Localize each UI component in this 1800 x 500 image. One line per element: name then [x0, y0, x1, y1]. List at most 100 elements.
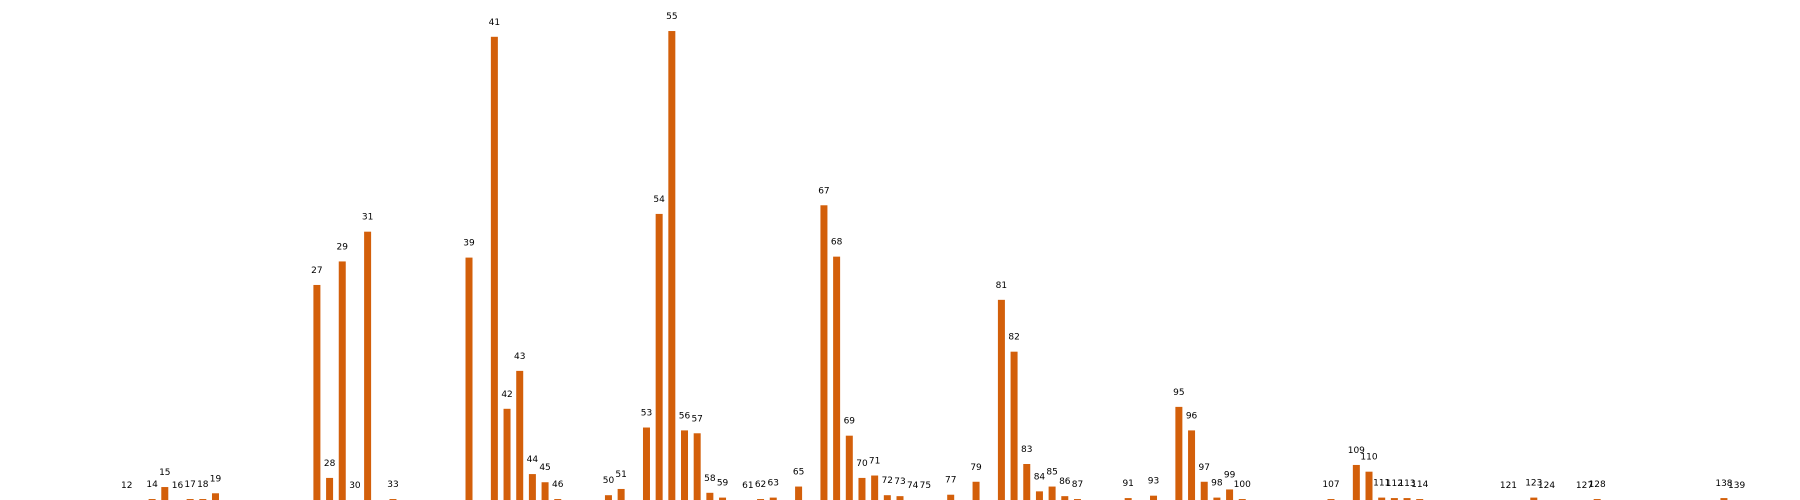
bar-label-65: 65 — [793, 468, 804, 478]
bar-label-72: 72 — [882, 476, 893, 486]
bar-label-75: 75 — [920, 481, 931, 491]
bars-layer — [148, 31, 1728, 500]
bar-label-69: 69 — [844, 417, 856, 427]
bar-label-61: 61 — [742, 481, 753, 491]
bar-84 — [1035, 491, 1043, 500]
bar-39 — [465, 257, 473, 500]
bar-label-57: 57 — [691, 414, 702, 424]
bar-label-28: 28 — [324, 459, 336, 469]
bar-99 — [1226, 489, 1234, 500]
bar-label-68: 68 — [831, 238, 843, 248]
bar-83 — [1023, 464, 1031, 500]
bar-label-81: 81 — [996, 281, 1007, 291]
bar-85 — [1048, 486, 1056, 500]
bar-label-123: 123 — [1525, 479, 1542, 489]
bar-label-54: 54 — [653, 195, 665, 205]
bar-label-71: 71 — [869, 457, 880, 467]
bar-138 — [1720, 498, 1728, 500]
bar-label-50: 50 — [603, 476, 615, 486]
bar-44 — [528, 474, 536, 500]
bar-71 — [871, 475, 879, 500]
bar-98 — [1213, 497, 1221, 500]
bar-label-19: 19 — [210, 474, 222, 484]
bar-82 — [1010, 351, 1018, 500]
bar-label-139: 139 — [1728, 481, 1745, 491]
bar-label-114: 114 — [1411, 480, 1428, 490]
bar-label-74: 74 — [907, 481, 919, 491]
bar-label-73: 73 — [894, 477, 905, 487]
bar-label-15: 15 — [159, 468, 170, 478]
bar-112 — [1390, 498, 1398, 500]
bar-77 — [947, 494, 955, 500]
bar-58 — [706, 492, 714, 500]
bar-29 — [338, 261, 346, 500]
bar-label-16: 16 — [172, 481, 184, 491]
bar-27 — [313, 284, 321, 500]
bar-label-58: 58 — [704, 474, 716, 484]
bar-123 — [1530, 497, 1538, 500]
bar-label-82: 82 — [1008, 333, 1019, 343]
bar-63 — [769, 497, 777, 500]
bar-label-111: 111 — [1373, 479, 1390, 489]
bar-label-86: 86 — [1059, 477, 1071, 487]
bar-label-46: 46 — [552, 480, 564, 490]
bar-label-59: 59 — [717, 479, 729, 489]
bar-label-124: 124 — [1538, 481, 1555, 491]
bar-label-51: 51 — [615, 470, 626, 480]
bar-label-79: 79 — [970, 463, 982, 473]
bar-50 — [604, 495, 612, 500]
bar-label-113: 113 — [1398, 479, 1415, 489]
bar-label-43: 43 — [514, 352, 525, 362]
bar-15 — [161, 487, 169, 500]
bar-label-112: 112 — [1386, 479, 1403, 489]
bar-label-110: 110 — [1360, 453, 1377, 463]
bar-97 — [1200, 481, 1208, 500]
bar-73 — [896, 496, 904, 500]
bar-59 — [719, 497, 727, 500]
bar-label-93: 93 — [1148, 477, 1159, 487]
bar-label-77: 77 — [945, 476, 956, 486]
bar-label-12: 12 — [121, 481, 132, 491]
bar-label-138: 138 — [1715, 479, 1732, 489]
bar-label-29: 29 — [337, 242, 349, 252]
bar-57 — [693, 433, 701, 500]
bar-label-30: 30 — [349, 481, 361, 491]
bar-91 — [1124, 498, 1132, 500]
bar-93 — [1150, 495, 1158, 500]
bar-label-55: 55 — [666, 12, 677, 22]
bar-label-31: 31 — [362, 213, 373, 223]
bar-label-62: 62 — [755, 480, 766, 490]
bar-label-14: 14 — [146, 480, 158, 490]
bar-label-87: 87 — [1072, 480, 1083, 490]
bar-label-97: 97 — [1199, 463, 1210, 473]
bar-label-109: 109 — [1348, 446, 1365, 456]
bar-43 — [516, 370, 524, 500]
bar-label-39: 39 — [463, 239, 475, 249]
bar-label-83: 83 — [1021, 445, 1032, 455]
bar-label-67: 67 — [818, 186, 829, 196]
bar-label-99: 99 — [1224, 470, 1236, 480]
bar-label-45: 45 — [539, 463, 550, 473]
bar-label-41: 41 — [489, 18, 500, 28]
bar-label-91: 91 — [1122, 479, 1133, 489]
bar-label-85: 85 — [1046, 468, 1057, 478]
bar-109 — [1352, 464, 1360, 500]
bar-label-100: 100 — [1234, 480, 1251, 490]
bar-81 — [997, 299, 1005, 500]
bar-51 — [617, 488, 625, 500]
bar-label-70: 70 — [856, 459, 868, 469]
bar-45 — [541, 482, 549, 500]
bar-label-42: 42 — [501, 390, 512, 400]
bar-67 — [820, 205, 828, 500]
bar-72 — [883, 495, 891, 500]
bar-label-63: 63 — [768, 479, 779, 489]
bar-label-53: 53 — [641, 409, 652, 419]
bar-86 — [1061, 496, 1069, 500]
bar-68 — [833, 256, 841, 500]
bar-label-33: 33 — [387, 480, 398, 490]
bar-70 — [858, 477, 866, 500]
bar-label-27: 27 — [311, 266, 322, 276]
bar-56 — [681, 430, 689, 500]
